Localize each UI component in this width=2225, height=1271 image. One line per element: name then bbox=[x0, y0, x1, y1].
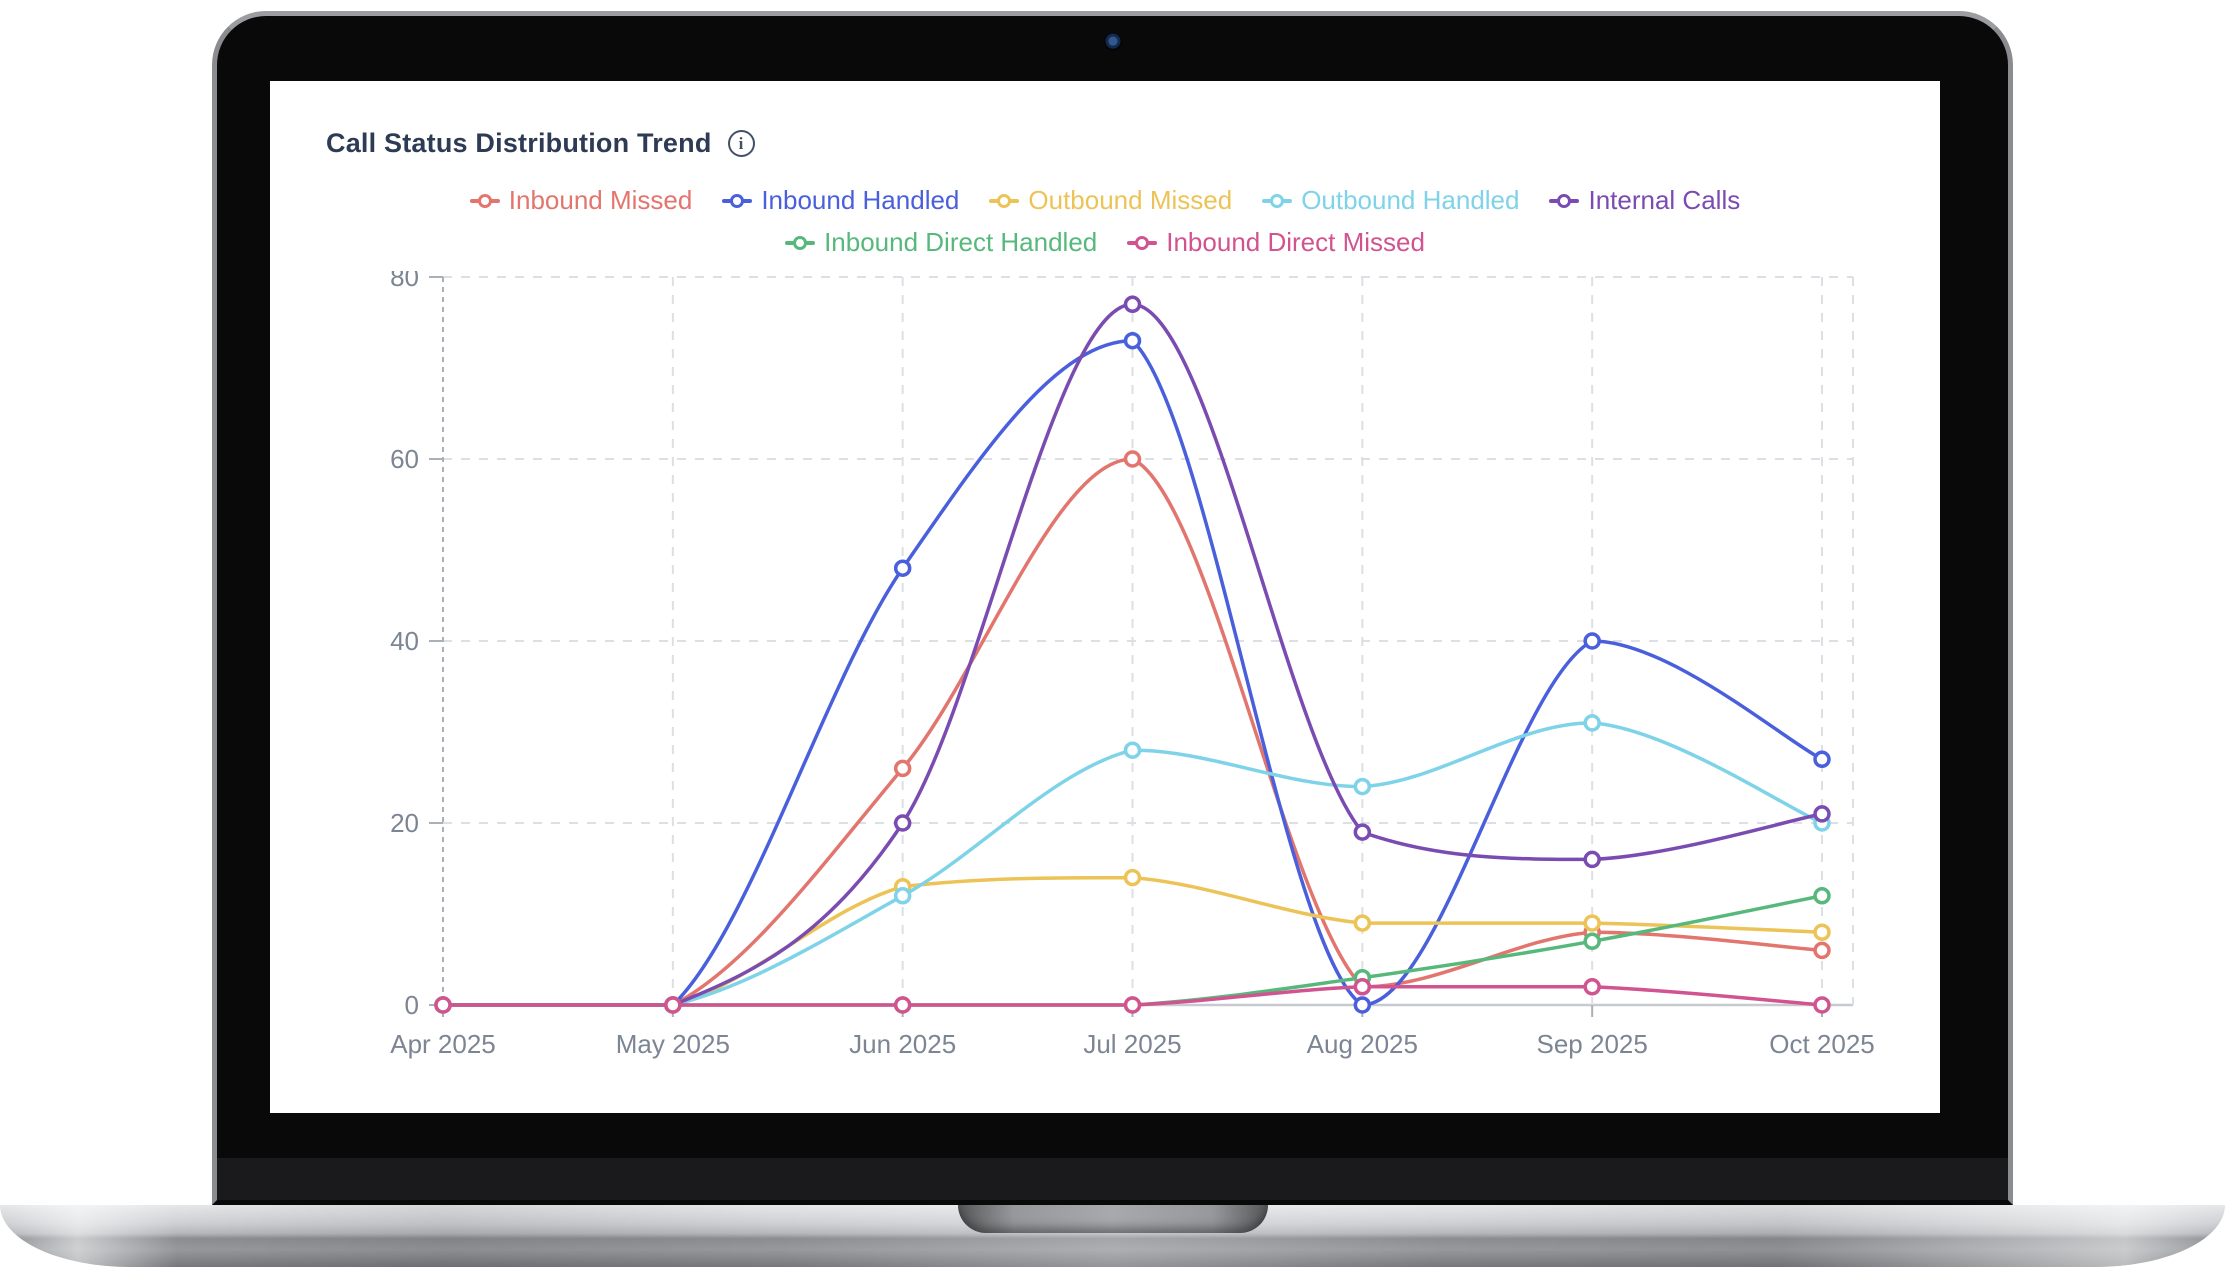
data-point-marker[interactable] bbox=[1583, 714, 1601, 732]
svg-text:0: 0 bbox=[405, 990, 419, 1020]
legend-label: Inbound Direct Missed bbox=[1166, 227, 1425, 257]
data-point-marker[interactable] bbox=[1123, 996, 1142, 1014]
data-point-marker[interactable] bbox=[1813, 923, 1831, 941]
legend-marker-icon bbox=[989, 193, 1020, 209]
legend-label: Outbound Handled bbox=[1301, 185, 1520, 215]
data-point-marker[interactable] bbox=[1353, 996, 1372, 1014]
legend-label: Inbound Direct Handled bbox=[824, 227, 1098, 257]
svg-text:May 2025: May 2025 bbox=[616, 1029, 730, 1059]
data-point-marker[interactable] bbox=[1353, 823, 1372, 841]
data-point-marker[interactable] bbox=[1353, 777, 1372, 796]
laptop-base bbox=[0, 1205, 2225, 1267]
data-point-marker[interactable] bbox=[1583, 932, 1601, 951]
legend-item-inbound-direct-missed[interactable]: Inbound Direct Missed bbox=[1127, 227, 1425, 258]
svg-text:20: 20 bbox=[390, 808, 419, 838]
legend-marker-icon bbox=[1549, 193, 1580, 209]
legend-item-outbound-missed[interactable]: Outbound Missed bbox=[989, 185, 1232, 216]
webcam-icon bbox=[1103, 33, 1122, 51]
svg-text:Oct 2025: Oct 2025 bbox=[1769, 1029, 1875, 1059]
legend-label: Inbound Missed bbox=[508, 185, 693, 215]
legend-label: Outbound Missed bbox=[1028, 185, 1233, 215]
laptop-screen: Call Status Distribution Trend i Inbound… bbox=[270, 81, 1940, 1113]
data-point-marker[interactable] bbox=[664, 996, 682, 1014]
data-point-marker[interactable] bbox=[1123, 331, 1142, 350]
hinge-notch bbox=[958, 1205, 1268, 1233]
data-point-marker[interactable] bbox=[434, 996, 452, 1014]
svg-text:80: 80 bbox=[390, 271, 419, 292]
data-point-marker[interactable] bbox=[1583, 850, 1601, 869]
legend-marker-icon bbox=[1262, 193, 1293, 209]
data-point-marker[interactable] bbox=[893, 559, 912, 577]
svg-text:60: 60 bbox=[390, 444, 419, 474]
svg-text:Jun 2025: Jun 2025 bbox=[849, 1029, 956, 1059]
legend-marker-icon bbox=[1127, 235, 1158, 251]
data-point-marker[interactable] bbox=[893, 814, 912, 832]
data-point-marker[interactable] bbox=[1123, 741, 1142, 759]
info-icon[interactable]: i bbox=[727, 130, 755, 157]
data-point-marker[interactable] bbox=[1123, 450, 1142, 468]
chart-title: Call Status Distribution Trend bbox=[326, 128, 712, 158]
data-point-marker[interactable] bbox=[1813, 996, 1831, 1014]
data-point-marker[interactable] bbox=[893, 996, 912, 1014]
data-point-marker[interactable] bbox=[1353, 914, 1372, 932]
line-chart-plot-area: 0 20 40 60 80 Apr 2025 May 2025 Jun 2025 Jul 202… bbox=[390, 271, 1875, 1059]
data-point-marker[interactable] bbox=[1353, 978, 1372, 996]
data-point-marker[interactable] bbox=[1123, 868, 1142, 887]
data-point-marker[interactable] bbox=[1583, 978, 1601, 996]
data-point-marker[interactable] bbox=[893, 887, 912, 905]
data-point-marker[interactable] bbox=[1123, 295, 1142, 314]
legend-marker-icon bbox=[722, 193, 753, 209]
svg-text:Jul 2025: Jul 2025 bbox=[1083, 1029, 1181, 1059]
laptop-lid: Call Status Distribution Trend i Inbound… bbox=[212, 11, 2013, 1205]
chart-legend-row-1: Inbound Missed Inbound Handled Outbound Mi… bbox=[270, 185, 1940, 216]
series-inbound-direct-missed bbox=[434, 978, 1831, 1014]
legend-marker-icon bbox=[469, 193, 500, 209]
chart-legend-row-2: Inbound Direct Handled Inbound Direct Mis… bbox=[270, 227, 1940, 258]
svg-text:Apr 2025: Apr 2025 bbox=[390, 1029, 496, 1059]
legend-label: Inbound Handled bbox=[761, 185, 960, 215]
legend-item-inbound-handled[interactable]: Inbound Handled bbox=[722, 185, 959, 216]
data-point-marker[interactable] bbox=[1583, 632, 1601, 650]
data-point-marker[interactable] bbox=[1813, 805, 1831, 823]
data-point-marker[interactable] bbox=[1813, 750, 1831, 769]
legend-item-internal-calls[interactable]: Internal Calls bbox=[1549, 185, 1740, 216]
data-point-marker[interactable] bbox=[1813, 941, 1831, 960]
chart-header: Call Status Distribution Trend i bbox=[326, 128, 755, 159]
svg-text:40: 40 bbox=[390, 626, 419, 656]
laptop-lower-bezel bbox=[217, 1158, 2008, 1200]
legend-item-inbound-direct-handled[interactable]: Inbound Direct Handled bbox=[785, 227, 1097, 258]
svg-text:Sep 2025: Sep 2025 bbox=[1537, 1029, 1648, 1059]
legend-label: Internal Calls bbox=[1588, 185, 1741, 215]
data-point-marker[interactable] bbox=[1583, 914, 1601, 932]
data-point-marker[interactable] bbox=[1813, 887, 1831, 905]
legend-marker-icon bbox=[785, 235, 816, 251]
legend-item-inbound-missed[interactable]: Inbound Missed bbox=[469, 185, 693, 216]
legend-item-outbound-handled[interactable]: Outbound Handled bbox=[1262, 185, 1519, 216]
svg-text:Aug 2025: Aug 2025 bbox=[1307, 1029, 1418, 1059]
data-point-marker[interactable] bbox=[893, 759, 912, 778]
